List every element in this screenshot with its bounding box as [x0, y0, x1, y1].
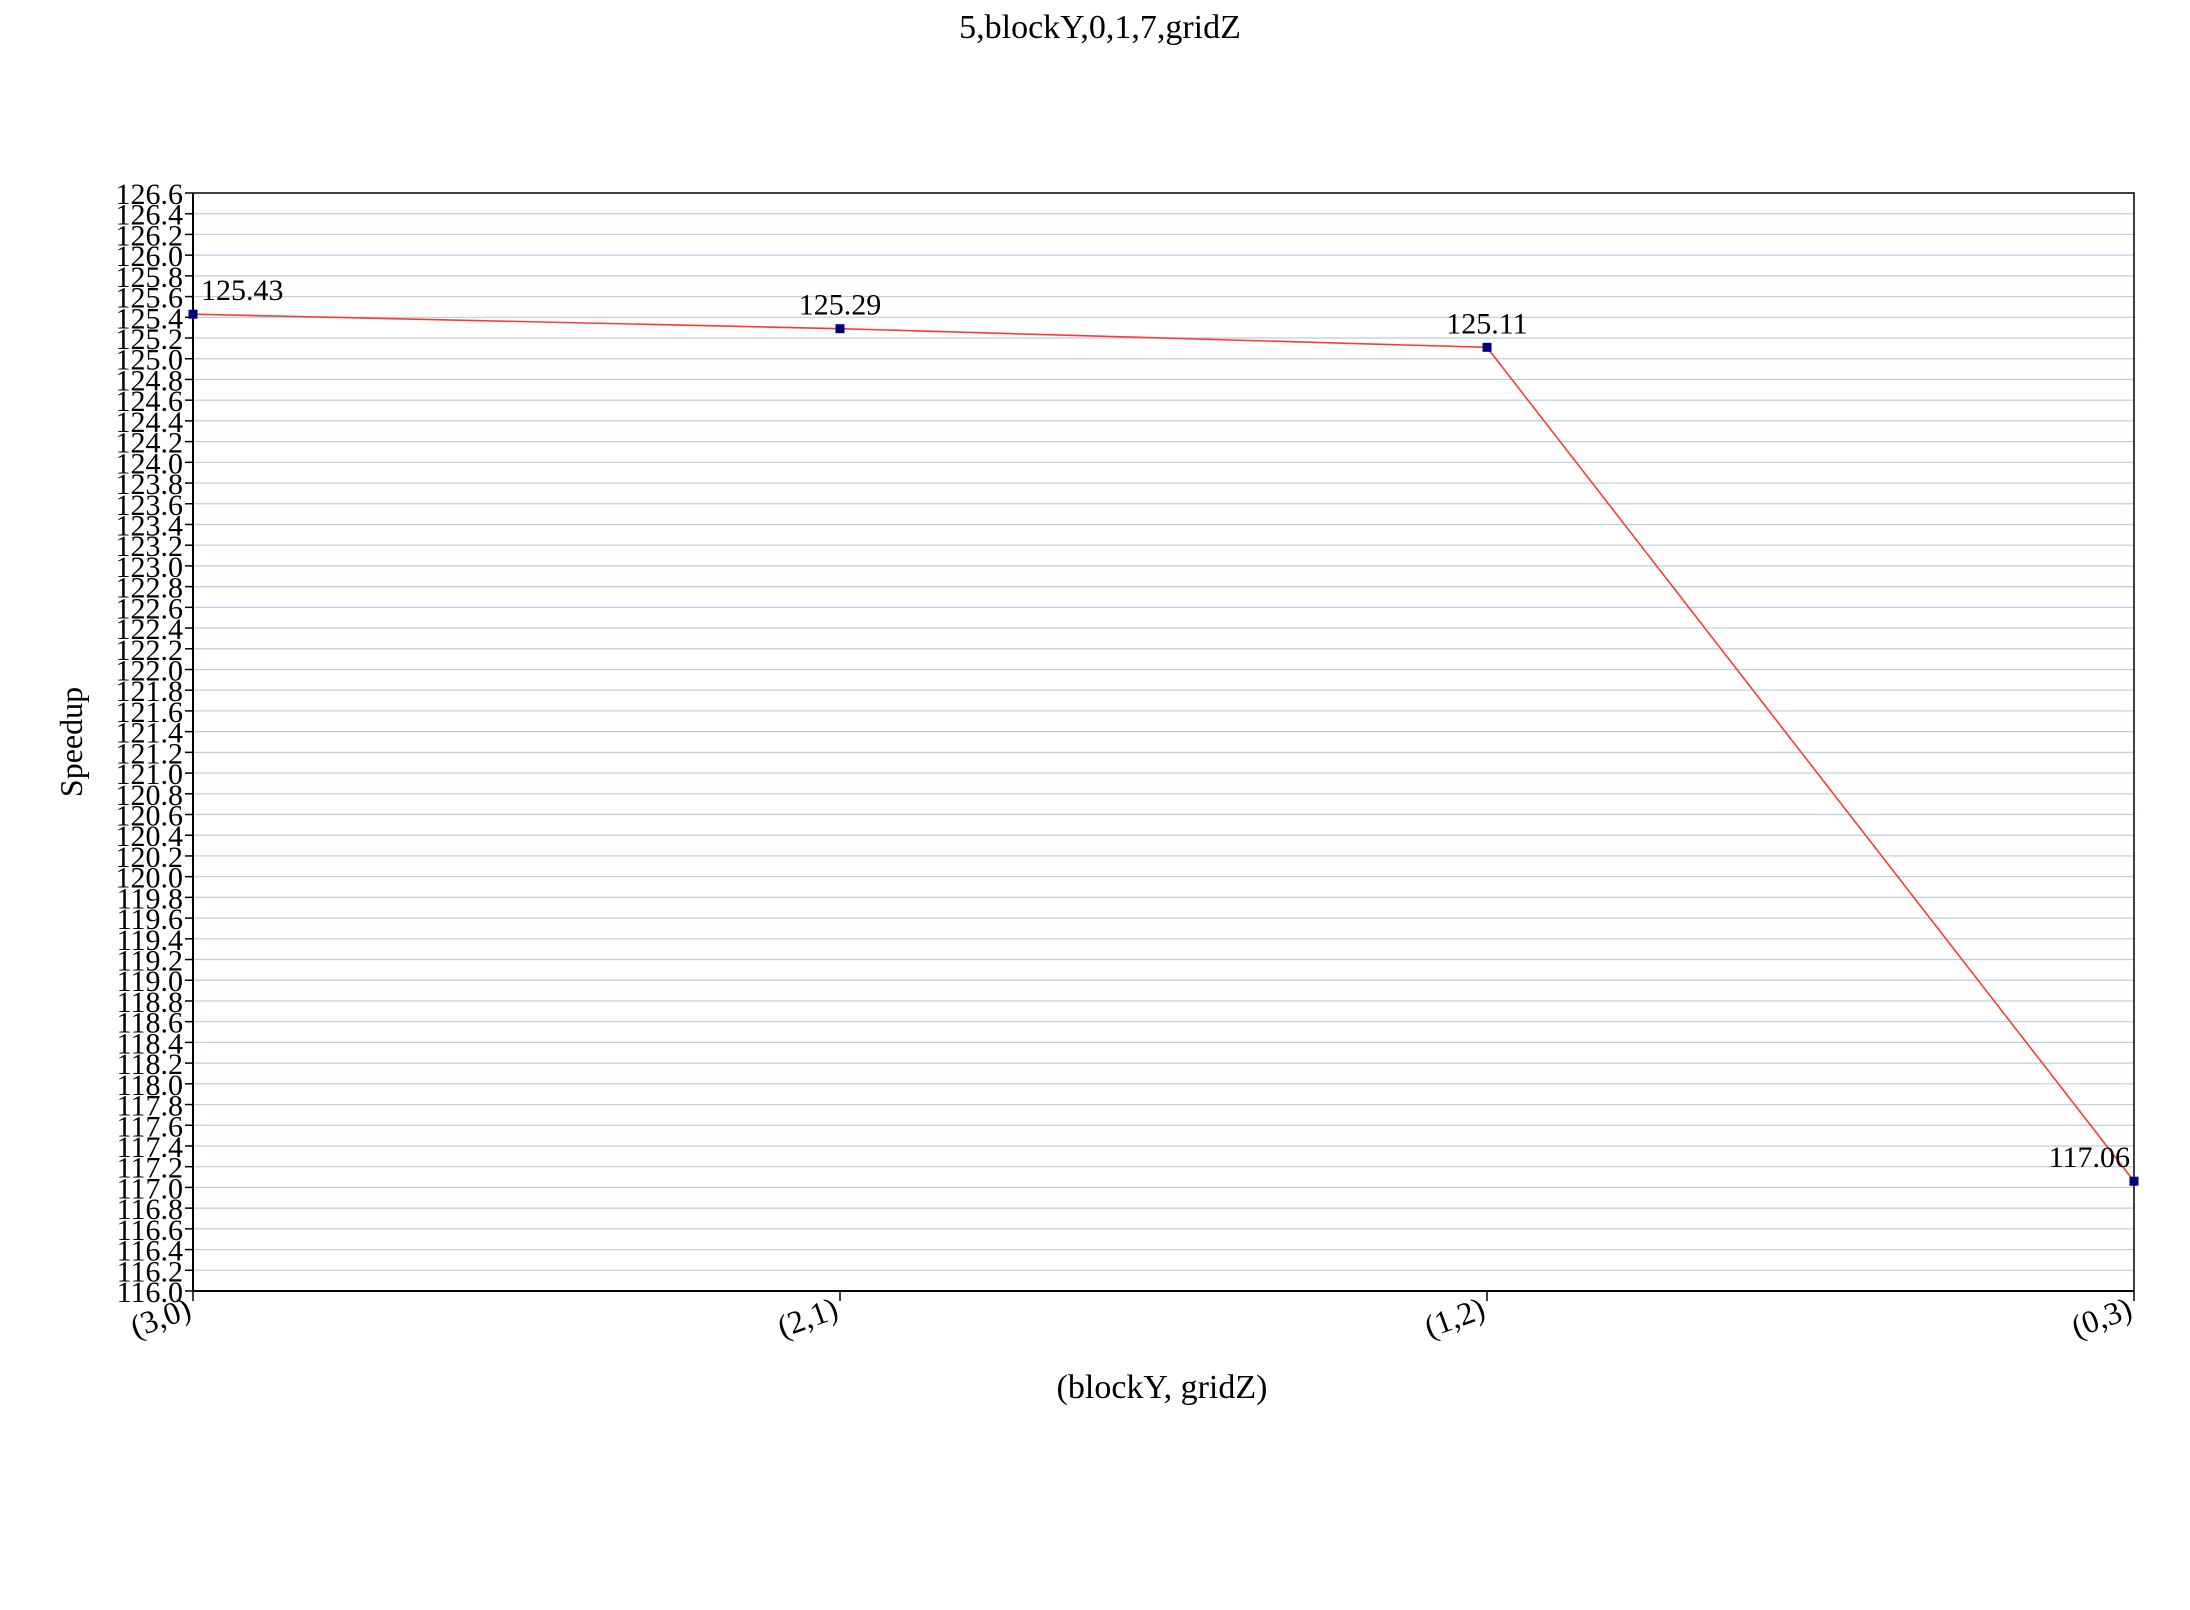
- data-point: [1482, 342, 1492, 352]
- y-tick-label: 124.6: [116, 385, 184, 418]
- y-tick-label: 122.0: [116, 654, 184, 687]
- grid-lines: [193, 213, 2134, 1271]
- y-tick-label: 124.0: [116, 447, 184, 480]
- y-tick-label: 120.0: [116, 862, 184, 895]
- y-tick-label: 121.8: [116, 675, 184, 708]
- y-tick-label: 116.6: [117, 1214, 183, 1247]
- y-tick-label: 119.4: [117, 924, 183, 957]
- y-tick-label: 123.2: [116, 530, 184, 563]
- data-point: [2129, 1176, 2139, 1186]
- x-tick-label: (2,1): [772, 1290, 842, 1345]
- y-tick-label: 124.2: [116, 427, 184, 460]
- x-axis-title: (blockY, gridZ): [1057, 1369, 1268, 1406]
- y-tick-label: 122.2: [116, 634, 184, 667]
- y-tick-label: 123.6: [116, 489, 184, 522]
- y-tick-label: 121.0: [116, 758, 184, 791]
- y-tick-label: 117.8: [117, 1090, 183, 1123]
- data-point: [188, 309, 198, 319]
- y-tick-label: 116.0: [117, 1276, 183, 1309]
- y-tick-label: 121.4: [116, 717, 184, 750]
- y-tick-label: 124.8: [116, 364, 184, 397]
- y-tick-label: 126.6: [116, 178, 184, 211]
- series-line: [192, 313, 2135, 1182]
- y-tick-label: 123.8: [116, 468, 184, 501]
- y-tick-label: 119.0: [117, 965, 183, 998]
- y-tick-label: 126.4: [116, 199, 184, 232]
- y-tick-label: 118.2: [117, 1048, 183, 1081]
- data-point: [835, 324, 845, 334]
- y-tick-label: 120.2: [116, 841, 184, 874]
- y-tick-label: 121.2: [116, 737, 184, 770]
- y-tick-label: 119.6: [117, 903, 183, 936]
- data-label: 117.06: [2049, 1141, 2130, 1174]
- series-markers: [188, 309, 2139, 1186]
- y-tick-label: 125.0: [116, 344, 184, 377]
- y-tick-label: 119.2: [117, 945, 183, 978]
- y-tick-label: 116.2: [117, 1255, 183, 1288]
- y-tick-label: 116.8: [117, 1193, 183, 1226]
- y-tick-label: 126.2: [116, 219, 184, 252]
- data-labels: 125.43 125.29 125.11 117.06: [201, 274, 2130, 1174]
- y-tick-label: 118.0: [117, 1069, 183, 1102]
- y-tick-label: 123.0: [116, 551, 184, 584]
- plot-area-frame: [192, 192, 2135, 1292]
- y-tick-label: 125.6: [116, 282, 184, 315]
- y-tick-label: 123.4: [116, 509, 184, 542]
- y-tick-label: 125.4: [116, 302, 184, 335]
- y-tick-label: 118.6: [117, 1007, 183, 1040]
- y-axis-title: Speedup: [53, 687, 89, 797]
- data-label: 125.11: [1446, 307, 1527, 340]
- y-tick-label: 126.0: [116, 240, 184, 273]
- y-tick-label: 118.8: [117, 986, 183, 1019]
- y-tick-label: 124.4: [116, 406, 184, 439]
- y-tick-label: 120.8: [116, 779, 184, 812]
- y-tick-label: 122.6: [116, 592, 184, 625]
- y-tick-label: 116.4: [117, 1235, 183, 1268]
- chart-title: 5,blockY,0,1,7,gridZ: [959, 9, 1241, 46]
- y-tick-label: 120.4: [116, 820, 184, 853]
- y-tick-label: 118.4: [117, 1027, 183, 1060]
- y-tick-label: 125.8: [116, 261, 184, 294]
- y-tick-label: 117.6: [117, 1110, 183, 1143]
- y-tick-label: 117.0: [117, 1172, 183, 1205]
- y-tick-label: 117.4: [117, 1131, 183, 1164]
- y-tick-label: 122.4: [116, 613, 184, 646]
- data-label: 125.43: [201, 274, 284, 307]
- x-tick-label: (1,2): [1419, 1290, 1489, 1345]
- data-label: 125.29: [799, 289, 882, 322]
- x-tick-label: (0,3): [2066, 1290, 2136, 1345]
- y-tick-label: 125.2: [116, 323, 184, 356]
- x-axis-ticks: (3,0) (2,1) (1,2) (0,3): [125, 1290, 2136, 1345]
- y-tick-label: 119.8: [117, 882, 183, 915]
- y-tick-label: 122.8: [116, 572, 184, 605]
- y-axis-ticks: 116.0116.2116.4116.6116.8117.0117.2117.4…: [116, 178, 193, 1309]
- y-tick-label: 117.2: [117, 1152, 183, 1185]
- y-tick-label: 121.6: [116, 696, 184, 729]
- y-tick-label: 120.6: [116, 800, 184, 833]
